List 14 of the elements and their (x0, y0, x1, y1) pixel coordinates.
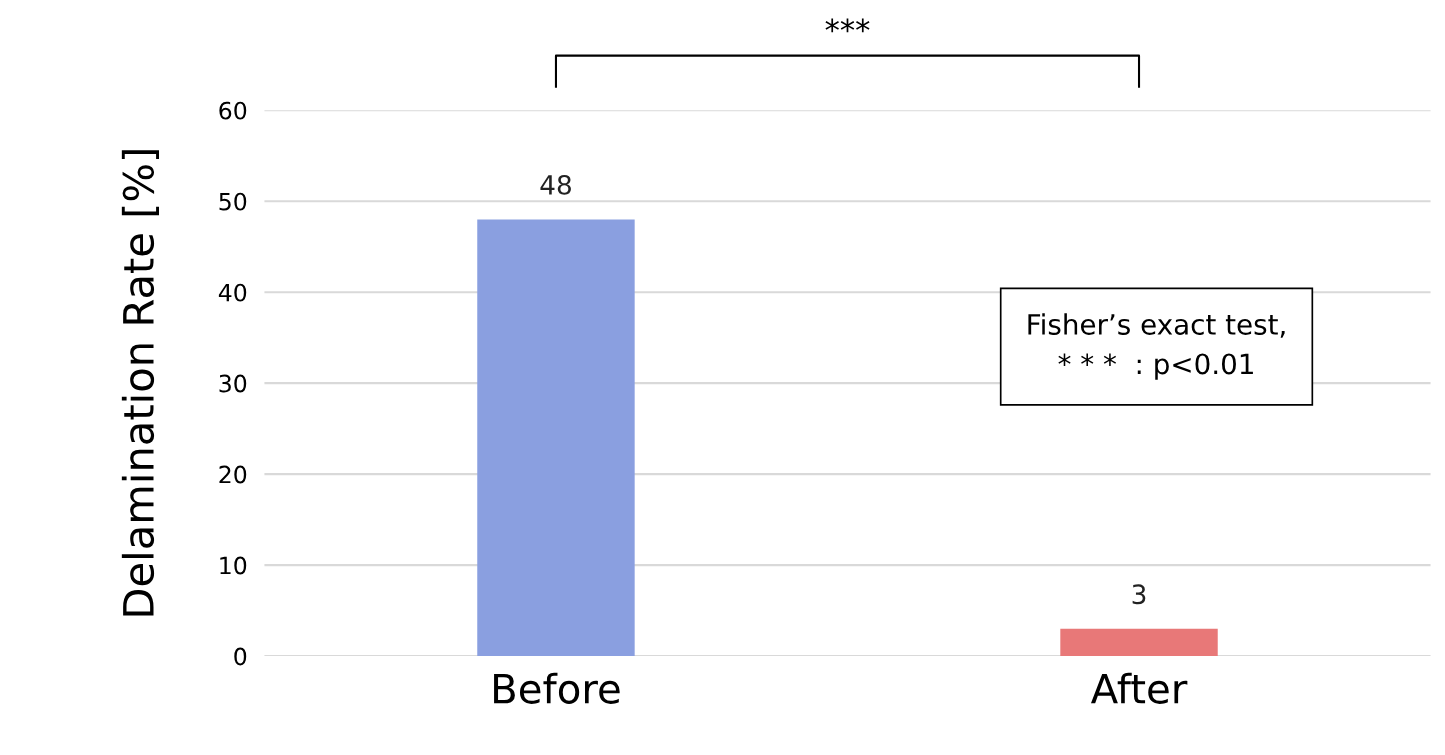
y-tick-label: 50 (219, 192, 247, 211)
x-tick-label: Before (494, 672, 620, 704)
y-tick-label: 30 (219, 374, 247, 393)
y-tick-label: 60 (219, 101, 247, 120)
data-label: 48 (540, 174, 571, 195)
data-label: 3 (1132, 584, 1146, 605)
y-axis-title: Delamination Rate [%] (121, 150, 159, 616)
y-tick-label: 0 (234, 647, 247, 666)
annotation: Fisher’s exact test, * * * : p<0.01 (1028, 313, 1285, 380)
y-tick-label: 20 (219, 465, 247, 484)
text: *** (825, 18, 870, 33)
y-tick-label: 40 (218, 283, 247, 302)
x-tick-label: After (1090, 672, 1188, 704)
y-tick-label: 10 (220, 556, 247, 575)
